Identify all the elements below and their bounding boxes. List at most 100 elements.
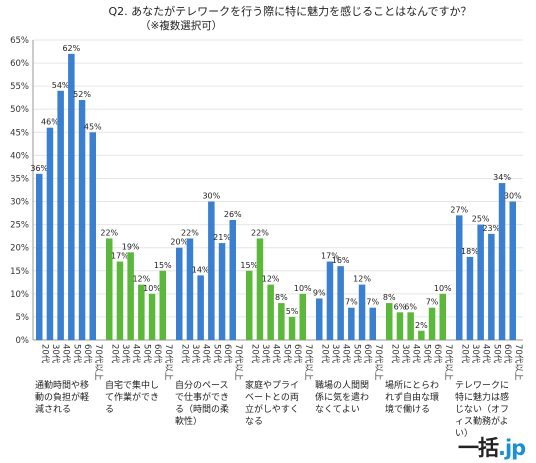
data-label: 5% xyxy=(286,307,299,316)
y-tick-label: 45% xyxy=(10,128,29,138)
x-tick-label: 30代 xyxy=(330,344,341,364)
x-tick-label: 60代 xyxy=(502,344,513,364)
data-label: 23% xyxy=(482,224,500,233)
data-label: 46% xyxy=(41,118,59,127)
data-label: 22% xyxy=(251,228,269,237)
data-label: 20% xyxy=(170,238,188,247)
bar xyxy=(36,173,43,340)
bar xyxy=(186,238,194,340)
y-tick-label: 10% xyxy=(10,290,29,300)
x-tick-label: 20代 xyxy=(459,344,470,364)
data-label: 10% xyxy=(294,284,312,293)
y-tick-label: 65% xyxy=(10,36,29,46)
x-tick-label: 50代 xyxy=(141,344,152,364)
bar xyxy=(396,312,404,340)
data-label: 6% xyxy=(394,302,407,311)
group-label: 職場の人間関係に気を遣わなくてよい xyxy=(315,381,370,415)
x-tick-label: 20代 xyxy=(319,344,330,364)
x-tick-label: 50代 xyxy=(71,344,82,364)
bar xyxy=(477,224,484,340)
bar xyxy=(348,307,355,340)
bar xyxy=(428,307,436,340)
group-label: 場所にとらわれず自由な環境で働ける xyxy=(385,381,440,415)
bar xyxy=(509,201,516,340)
data-label: 12% xyxy=(353,275,371,284)
bar xyxy=(267,284,274,340)
chart-subtitle: （※複数選択可） xyxy=(140,20,223,32)
x-tick-label: 60代 xyxy=(82,344,93,364)
data-label: 7% xyxy=(426,298,439,307)
data-label: 9% xyxy=(313,288,326,297)
x-tick-label: 50代 xyxy=(491,344,502,364)
data-label: 7% xyxy=(366,298,379,307)
group-label: 家庭やプライベートとの両立がしやすくなる xyxy=(245,381,300,427)
bar xyxy=(407,312,414,340)
bar xyxy=(148,293,156,340)
y-tick-label: 20% xyxy=(10,244,29,254)
data-label: 8% xyxy=(383,293,396,302)
bar xyxy=(246,270,253,340)
x-tick-label: 30代 xyxy=(120,344,131,364)
x-tick-label: 40代 xyxy=(131,344,142,364)
group-label: 自宅で集中して作業ができる xyxy=(105,381,160,415)
data-label: 21% xyxy=(213,233,231,242)
bar xyxy=(116,261,124,340)
bar xyxy=(418,330,425,340)
bar xyxy=(358,284,366,340)
data-label: 17% xyxy=(321,252,339,261)
y-tick-label: 0% xyxy=(16,336,30,346)
y-tick-label: 50% xyxy=(10,105,29,115)
data-label: 26% xyxy=(224,210,242,219)
data-label: 12% xyxy=(132,275,150,284)
x-tick-label: 60代 xyxy=(362,344,373,364)
y-tick-label: 40% xyxy=(10,151,29,161)
data-label: 2% xyxy=(415,321,428,330)
bar xyxy=(337,266,344,340)
data-label: 30% xyxy=(202,192,220,201)
data-label: 6% xyxy=(404,302,417,311)
x-tick-label: 40代 xyxy=(481,344,492,364)
bar xyxy=(299,293,306,340)
bar xyxy=(159,270,166,340)
x-tick-label: 50代 xyxy=(211,344,222,364)
bar xyxy=(316,298,323,340)
bar xyxy=(488,233,495,340)
x-tick-label: 20代 xyxy=(109,344,120,364)
y-tick-label: 55% xyxy=(10,82,29,92)
bar xyxy=(197,275,204,340)
bar xyxy=(176,247,183,340)
data-label: 22% xyxy=(100,228,118,237)
data-label: 62% xyxy=(62,44,80,53)
y-tick-label: 60% xyxy=(10,59,29,69)
x-tick-label: 40代 xyxy=(411,344,422,364)
x-tick-label: 60代 xyxy=(152,344,163,364)
bar xyxy=(229,220,236,340)
x-tick-label: 60代 xyxy=(222,344,233,364)
data-label: 10% xyxy=(434,284,452,293)
data-label: 36% xyxy=(30,164,48,173)
bar xyxy=(78,100,86,340)
y-tick-label: 30% xyxy=(10,198,29,208)
bar xyxy=(127,252,134,340)
data-label: 14% xyxy=(192,265,210,274)
x-tick-label: 50代 xyxy=(281,344,292,364)
x-tick-label: 30代 xyxy=(260,344,271,364)
x-tick-label: 50代 xyxy=(421,344,432,364)
x-tick-label: 40代 xyxy=(61,344,72,364)
bar xyxy=(106,238,113,340)
brand-name: 一括 xyxy=(458,436,499,460)
data-label: 15% xyxy=(240,261,258,270)
x-tick-label: 30代 xyxy=(50,344,61,364)
y-tick-label: 25% xyxy=(10,221,29,231)
x-tick-label: 30代 xyxy=(190,344,201,364)
x-tick-label: 60代 xyxy=(292,344,303,364)
bar xyxy=(218,243,226,340)
y-tick-label: 35% xyxy=(10,174,29,184)
data-label: 19% xyxy=(122,242,140,251)
x-tick-label: 70代以上 xyxy=(513,344,524,381)
bar xyxy=(208,201,215,340)
data-label: 16% xyxy=(332,256,350,265)
x-tick-label: 70代以上 xyxy=(233,344,244,381)
x-tick-label: 70代以上 xyxy=(373,344,384,381)
